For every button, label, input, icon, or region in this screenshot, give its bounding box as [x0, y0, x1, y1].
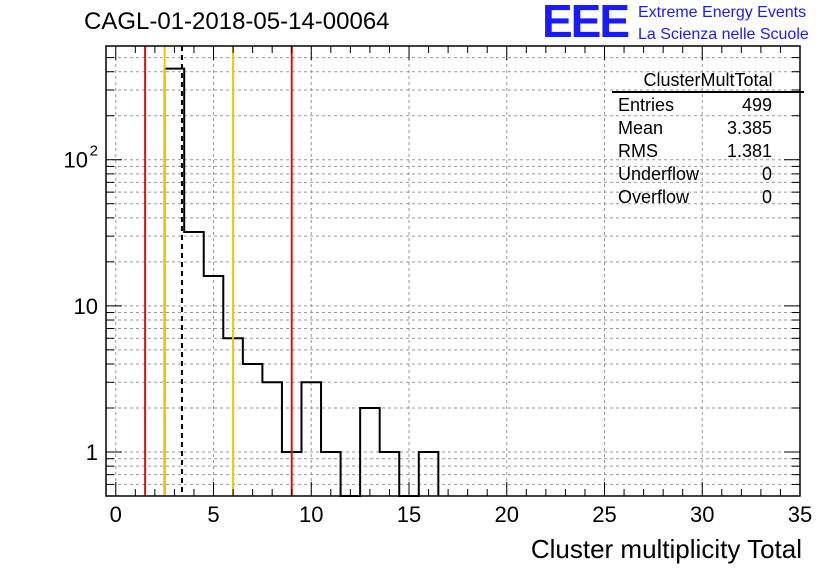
- stats-label: Underflow: [618, 164, 700, 184]
- axis-ticks: [106, 45, 801, 497]
- y-tick-label: 10: [64, 148, 88, 173]
- stats-row-mean: Mean 3.385: [608, 117, 804, 140]
- x-tick-label: 15: [397, 502, 421, 527]
- y-tick-exponent: 2: [90, 143, 98, 160]
- stats-row-entries: Entries 499: [608, 94, 804, 117]
- stats-title: ClusterMultTotal: [612, 70, 804, 93]
- stats-value: 499: [741, 95, 772, 115]
- x-tick-label: 30: [690, 502, 714, 527]
- stats-value: 0: [761, 187, 772, 207]
- histogram-bar: [204, 276, 224, 496]
- x-tick-label: 25: [592, 502, 616, 527]
- stats-value: 3.385: [726, 118, 772, 138]
- histogram-bar: [262, 382, 282, 496]
- x-axis-title: Cluster multiplicity Total: [530, 534, 802, 564]
- logo-mark: EEE: [542, 0, 630, 47]
- stats-row-underflow: Underflow 0: [608, 163, 804, 186]
- x-tick-label: 0: [110, 502, 122, 527]
- stats-label: Mean: [618, 118, 664, 138]
- histogram-bars: [163, 67, 440, 497]
- stats-row-rms: RMS 1.381: [608, 140, 804, 163]
- x-tick-label: 10: [299, 502, 323, 527]
- stats-label: RMS: [618, 141, 658, 161]
- stats-row-overflow: Overflow 0: [608, 186, 804, 209]
- y-tick-label: 10: [74, 294, 98, 319]
- stats-label: Entries: [618, 95, 675, 115]
- x-tick-label: 20: [495, 502, 519, 527]
- y-tick-label: 1: [86, 440, 98, 465]
- histogram-outline: [163, 67, 440, 497]
- stats-value: 0: [761, 164, 772, 184]
- stats-label: Overflow: [618, 187, 690, 207]
- logo-line-1: Extreme Energy Events: [638, 4, 807, 21]
- stats-value: 1.381: [726, 141, 772, 161]
- marker-lines: [144, 46, 293, 496]
- histogram-bar: [184, 232, 204, 496]
- histogram-bar: [243, 364, 263, 496]
- page-title: CAGL-01-2018-05-14-00064: [84, 8, 390, 35]
- x-tick-label: 5: [207, 502, 219, 527]
- eee-logo: EEE Extreme Energy Events La Scienza nel…: [542, 0, 832, 47]
- plot-frame: [105, 45, 801, 497]
- x-tick-label: 35: [788, 502, 812, 527]
- stats-box: ClusterMultTotal Entries 499 Mean 3.385 …: [608, 70, 804, 209]
- logo-line-2: La Scienza nelle Scuole: [638, 26, 809, 43]
